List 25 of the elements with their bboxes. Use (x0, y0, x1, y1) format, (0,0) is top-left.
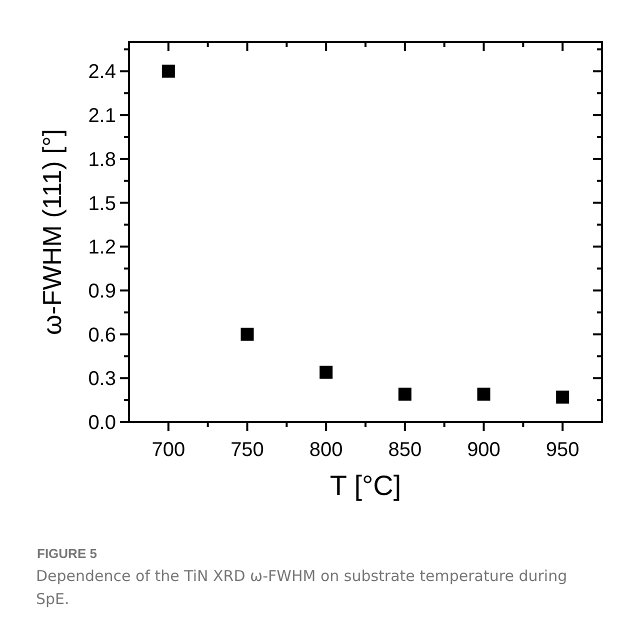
x-tick-label: 800 (309, 439, 343, 461)
y-tick-label: 0.3 (88, 368, 116, 390)
x-tick-label: 950 (546, 439, 580, 461)
caption: FIGURE 5 (37, 546, 97, 561)
y-tick-label: 1.8 (88, 148, 116, 171)
y-tick-label: 2.1 (88, 105, 116, 128)
point (320, 366, 333, 379)
point (240, 328, 254, 341)
y-axis-title: ω-FWHM (111) [°] (37, 129, 67, 335)
point (556, 390, 570, 404)
x-axis-title: T [°C] (330, 470, 402, 501)
text: 0.0 (88, 412, 116, 434)
x-tick-label: 700 (152, 439, 186, 461)
point (398, 388, 412, 401)
x-tick-label: 750 (230, 439, 264, 461)
y-tick-label: 2.4 (88, 61, 116, 84)
y-tick-label: 0.9 (88, 280, 116, 302)
point (162, 64, 175, 78)
x-tick-label: 900 (467, 439, 500, 461)
y-tick-label: 1.2 (88, 236, 116, 259)
point (477, 388, 490, 401)
x-tick-label: 850 (388, 439, 422, 461)
y-tick-label: 1.5 (88, 192, 116, 215)
y-tick-label: 0.6 (88, 324, 116, 346)
text: Dependence of the TiN XRD ω-FWHM on substrate temperature during SpE. (36, 566, 568, 610)
